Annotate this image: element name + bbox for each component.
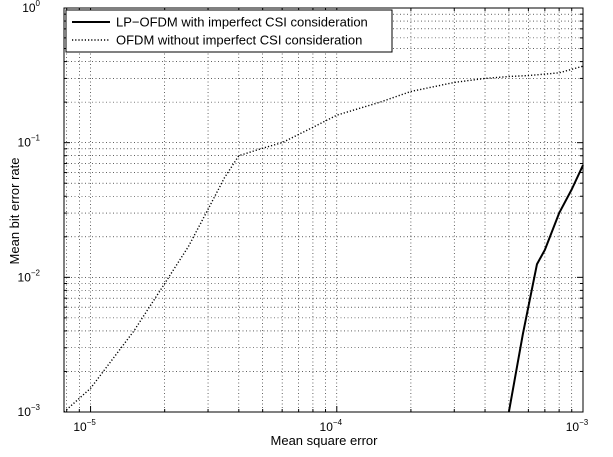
tick-base: 10	[18, 405, 32, 419]
tick-base: 10	[18, 270, 32, 284]
series-layer	[63, 65, 584, 413]
x-tick-label: 10−4	[320, 418, 343, 434]
tick-base: 10	[566, 420, 580, 434]
y-tick-label: 10−1	[18, 134, 41, 150]
series-lp-ofdm-line	[507, 164, 584, 413]
y-tick-label: 10−3	[18, 403, 41, 419]
tick-exponent: −1	[31, 134, 41, 143]
plot-frame	[63, 7, 584, 413]
tick-base: 10	[320, 420, 334, 434]
tick-exponent: −4	[333, 418, 343, 427]
tick-base: 10	[73, 420, 87, 434]
x-tick-label: 10−3	[566, 418, 589, 434]
y-tick-label: 100	[22, 0, 40, 15]
legend-box	[65, 9, 393, 53]
x-tick-label: 10−5	[73, 418, 96, 434]
tick-base: 10	[18, 136, 32, 150]
tick-exponent: 0	[36, 0, 41, 8]
y-tick-label: 10−2	[18, 268, 41, 284]
tick-exponent: −3	[579, 418, 589, 427]
x-axis-label: Mean square error	[271, 433, 379, 448]
legend-label: LP−OFDM with imperfect CSI consideration	[116, 15, 368, 30]
tick-base: 10	[22, 1, 36, 15]
legend: LP−OFDM with imperfect CSI consideration…	[65, 9, 393, 53]
tick-exponent: −3	[31, 403, 41, 412]
tick-exponent: −2	[31, 268, 41, 277]
y-axis-label: Mean bit error rate	[7, 158, 22, 265]
tick-exponent: −5	[87, 418, 97, 427]
legend-label: OFDM without imperfect CSI consideration	[116, 33, 362, 48]
